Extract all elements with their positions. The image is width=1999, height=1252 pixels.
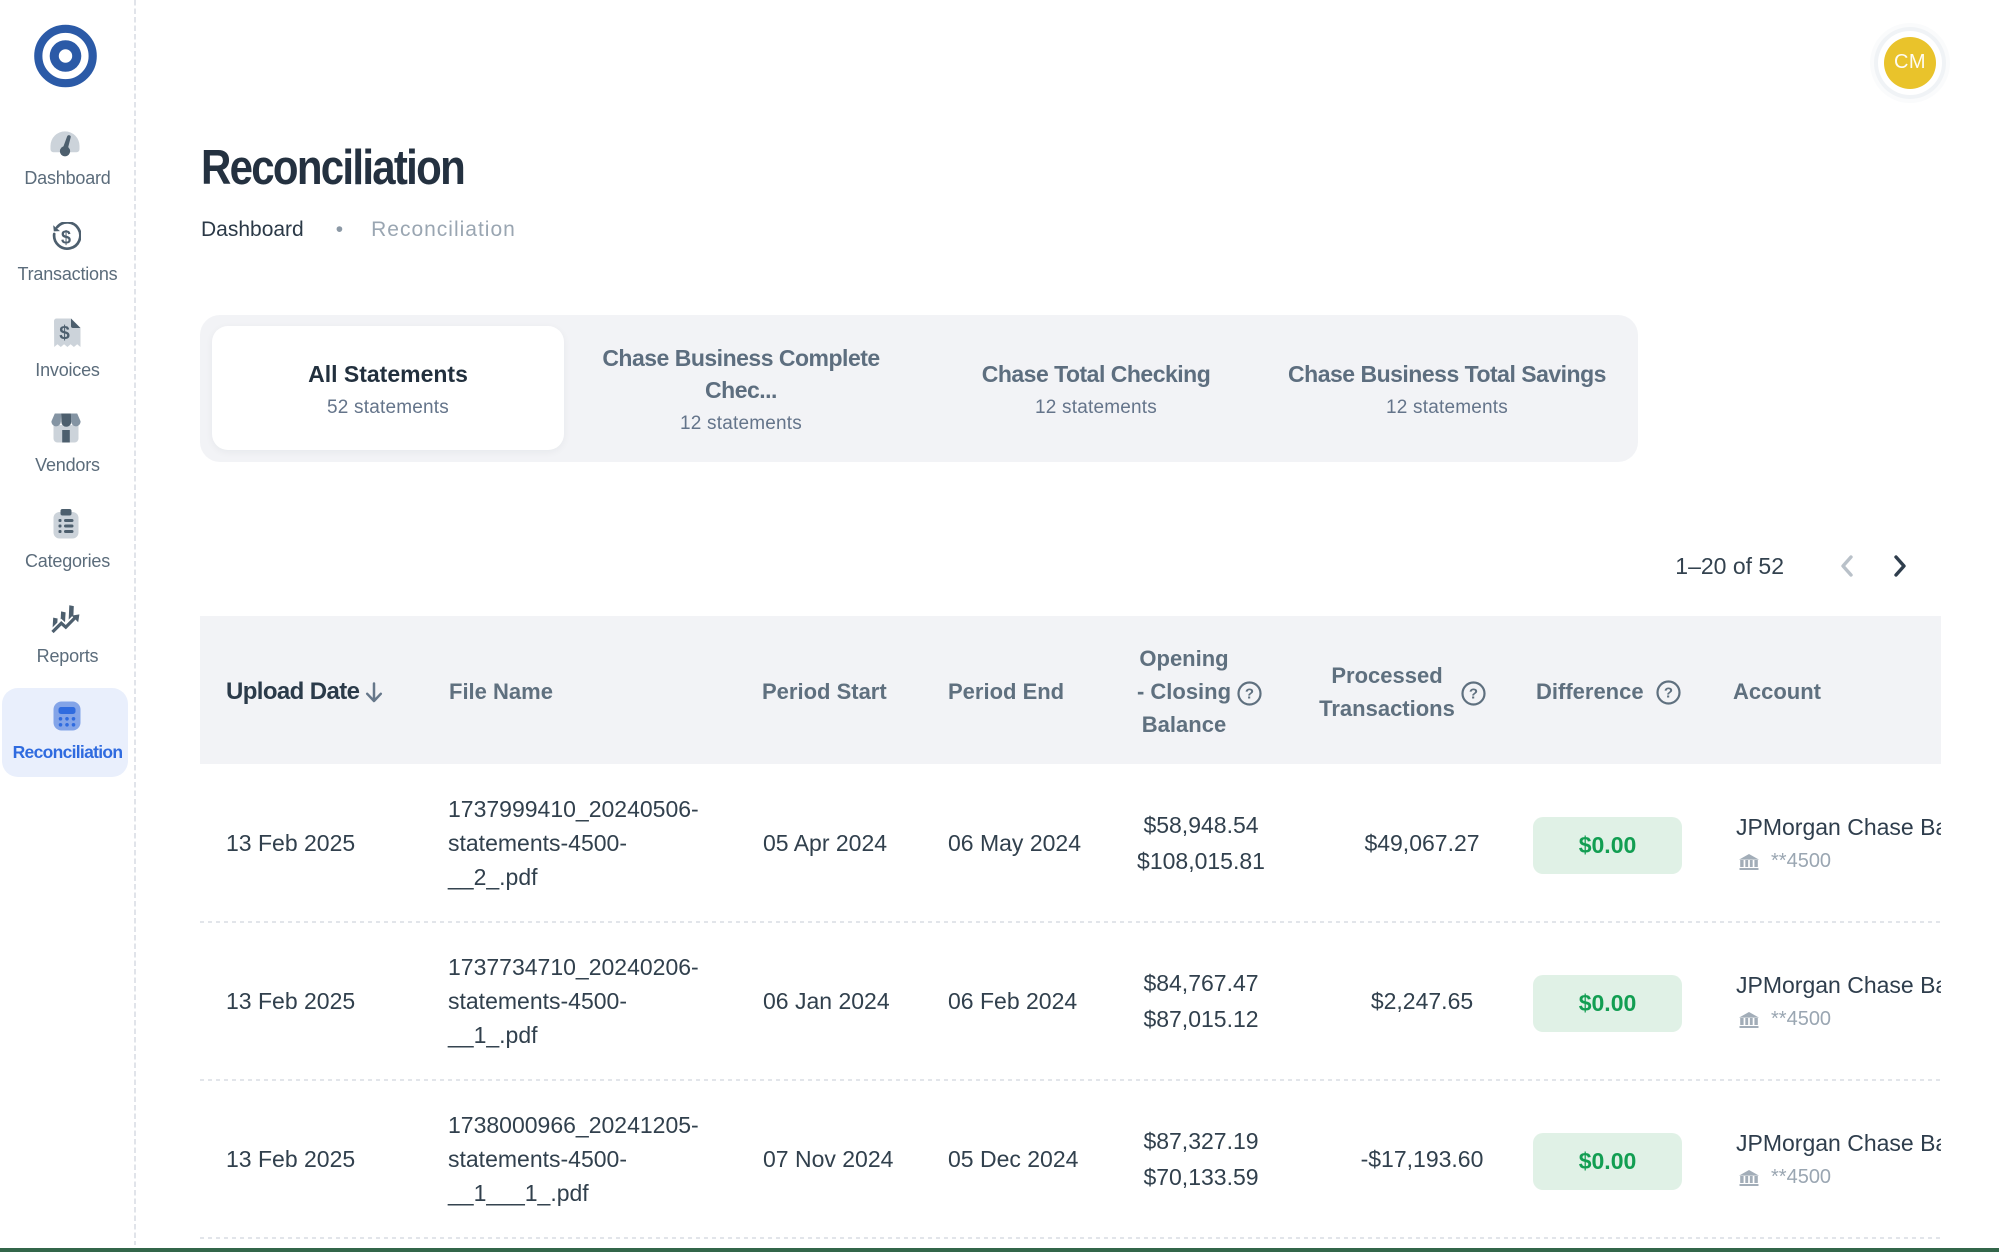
- svg-text:?: ?: [1245, 686, 1254, 703]
- svg-text:?: ?: [1664, 685, 1673, 702]
- svg-text:$: $: [59, 323, 70, 344]
- svg-text:$: $: [60, 228, 70, 248]
- svg-text:?: ?: [1469, 686, 1478, 703]
